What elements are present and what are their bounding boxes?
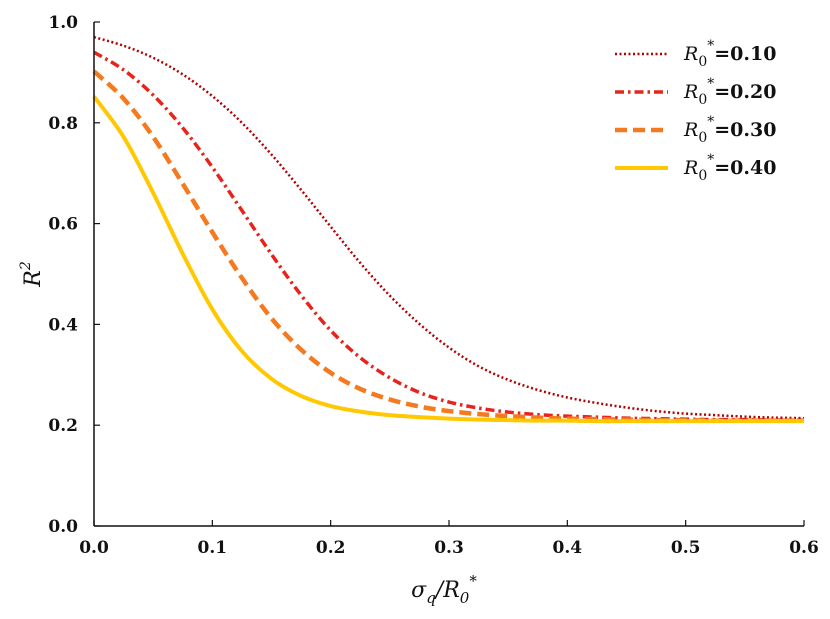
y-tick-label: 0.8: [48, 114, 78, 134]
legend: R0*=0.10 R0*=0.20 R0*=0.30 R0*=0.40: [615, 38, 776, 184]
x-tick-label: 0.1: [198, 538, 228, 558]
x-tick-label: 0.6: [789, 538, 819, 558]
x-tick-label: 0.2: [316, 538, 346, 558]
series-line-4: [92, 95, 804, 424]
y-tick-label: 0.6: [48, 215, 78, 235]
legend-label-1: R0*=0.10: [683, 38, 776, 70]
x-tick-label: 0.0: [79, 538, 109, 558]
y-tick-label: 0.4: [48, 315, 78, 335]
legend-label-3: R0*=0.30: [683, 114, 776, 146]
y-tick-label: 0.0: [48, 517, 78, 537]
x-tick-label: 0.3: [434, 538, 464, 558]
plot-area: [92, 35, 805, 424]
y-tick-label: 0.2: [48, 416, 78, 436]
legend-label-2: R0*=0.20: [683, 76, 776, 108]
y-tick-label: 1.0: [48, 13, 78, 33]
x-tick-label: 0.5: [671, 538, 701, 558]
y-axis-label: R2: [18, 261, 46, 288]
x-tick-label: 0.4: [553, 538, 583, 558]
legend-label-4: R0*=0.40: [683, 152, 776, 184]
axes: 0.0 0.1 0.2 0.3 0.4 0.5 0.6 0.0 0.2 0.4 0.6 0.8 1.0: [48, 13, 818, 558]
axis-labels: σq/R0* R2: [18, 261, 477, 607]
x-axis-label: σq/R0*: [411, 572, 477, 607]
